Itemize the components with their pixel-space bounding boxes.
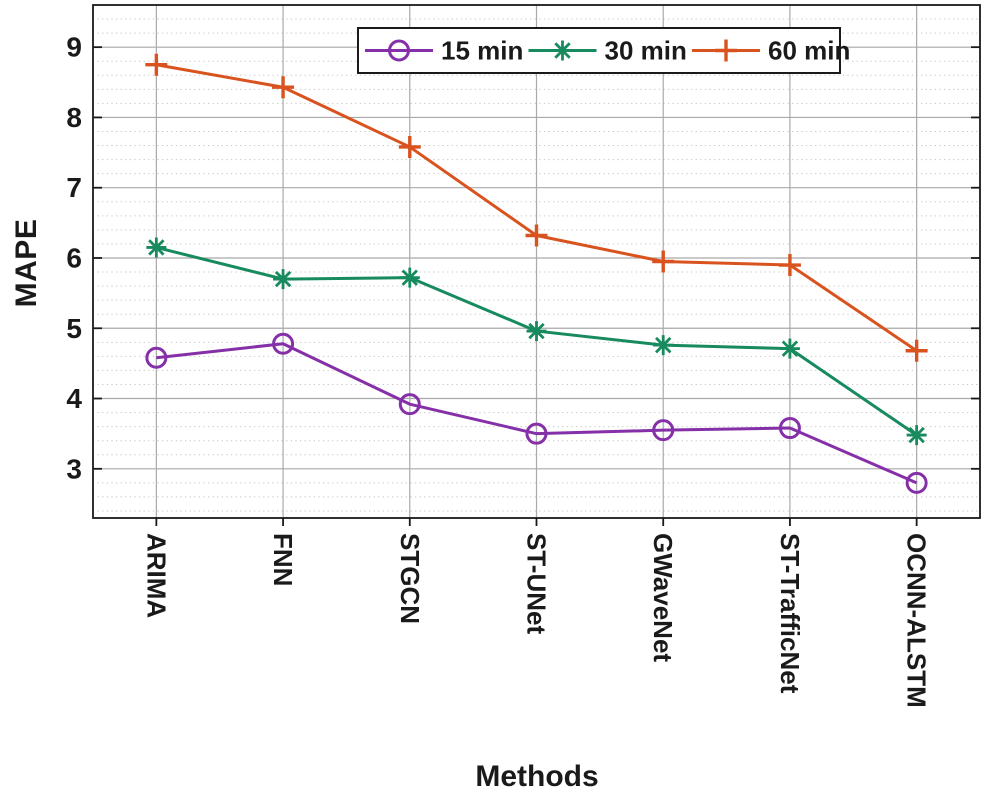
- data-point-asterisk: [146, 237, 167, 258]
- data-point-circle: [652, 419, 675, 442]
- legend: 15 min 30 min 60 min: [357, 27, 850, 74]
- data-point-circle: [905, 471, 928, 494]
- data-point-plus: [272, 76, 295, 99]
- data-point-asterisk: [653, 335, 674, 356]
- y-tick-label: 9: [66, 32, 82, 63]
- x-tick-label: ST-TrafficNet: [775, 533, 805, 694]
- data-point-plus: [525, 224, 548, 247]
- legend-label: 60 min: [768, 36, 850, 66]
- data-point-circle: [145, 346, 168, 369]
- data-point-asterisk: [526, 321, 547, 342]
- legend-label: 15 min: [441, 36, 523, 66]
- y-tick-label: 7: [66, 172, 82, 203]
- y-tick-label: 5: [66, 313, 82, 344]
- legend-entry-60-min: 60 min: [692, 36, 850, 66]
- legend-label: 30 min: [605, 36, 687, 66]
- y-tick-label: 4: [66, 383, 82, 414]
- data-point-circle: [778, 417, 801, 440]
- legend-entry-30-min: 30 min: [528, 36, 687, 66]
- data-point-circle: [272, 332, 295, 355]
- legend-entry-15-min: 15 min: [365, 36, 523, 66]
- data-point-plus: [715, 39, 737, 62]
- y-tick-label: 8: [66, 102, 82, 133]
- data-point-plus: [398, 135, 421, 158]
- x-tick-label: STGCN: [395, 533, 425, 624]
- data-point-asterisk: [273, 269, 294, 290]
- x-tick-label: OCNN-ALSTM: [902, 533, 932, 708]
- data-point-plus: [778, 254, 801, 277]
- data-point-asterisk: [399, 267, 420, 288]
- x-tick-label: ST-UNet: [522, 533, 552, 634]
- x-tick-label: GWaveNet: [648, 533, 678, 662]
- series-60-min: [145, 53, 928, 362]
- data-point-plus: [652, 250, 675, 273]
- data-point-circle: [388, 39, 410, 62]
- y-tick-label: 3: [66, 453, 82, 484]
- data-point-asterisk: [906, 425, 927, 446]
- x-tick-label: ARIMA: [141, 533, 171, 618]
- data-point-asterisk: [552, 40, 573, 61]
- series-line: [156, 342, 918, 485]
- x-axis-title: Methods: [475, 760, 599, 793]
- data-point-circle: [525, 422, 548, 445]
- data-point-plus: [145, 53, 168, 76]
- x-tick-label: FNN: [268, 533, 298, 586]
- series-15-min: [145, 332, 928, 494]
- data-point-circle: [398, 393, 421, 416]
- data-point-asterisk: [779, 338, 800, 359]
- data-point-plus: [905, 339, 928, 362]
- series-30-min: [146, 237, 927, 446]
- y-tick-label: 6: [66, 242, 82, 273]
- y-axis-title: MAPE: [10, 218, 43, 308]
